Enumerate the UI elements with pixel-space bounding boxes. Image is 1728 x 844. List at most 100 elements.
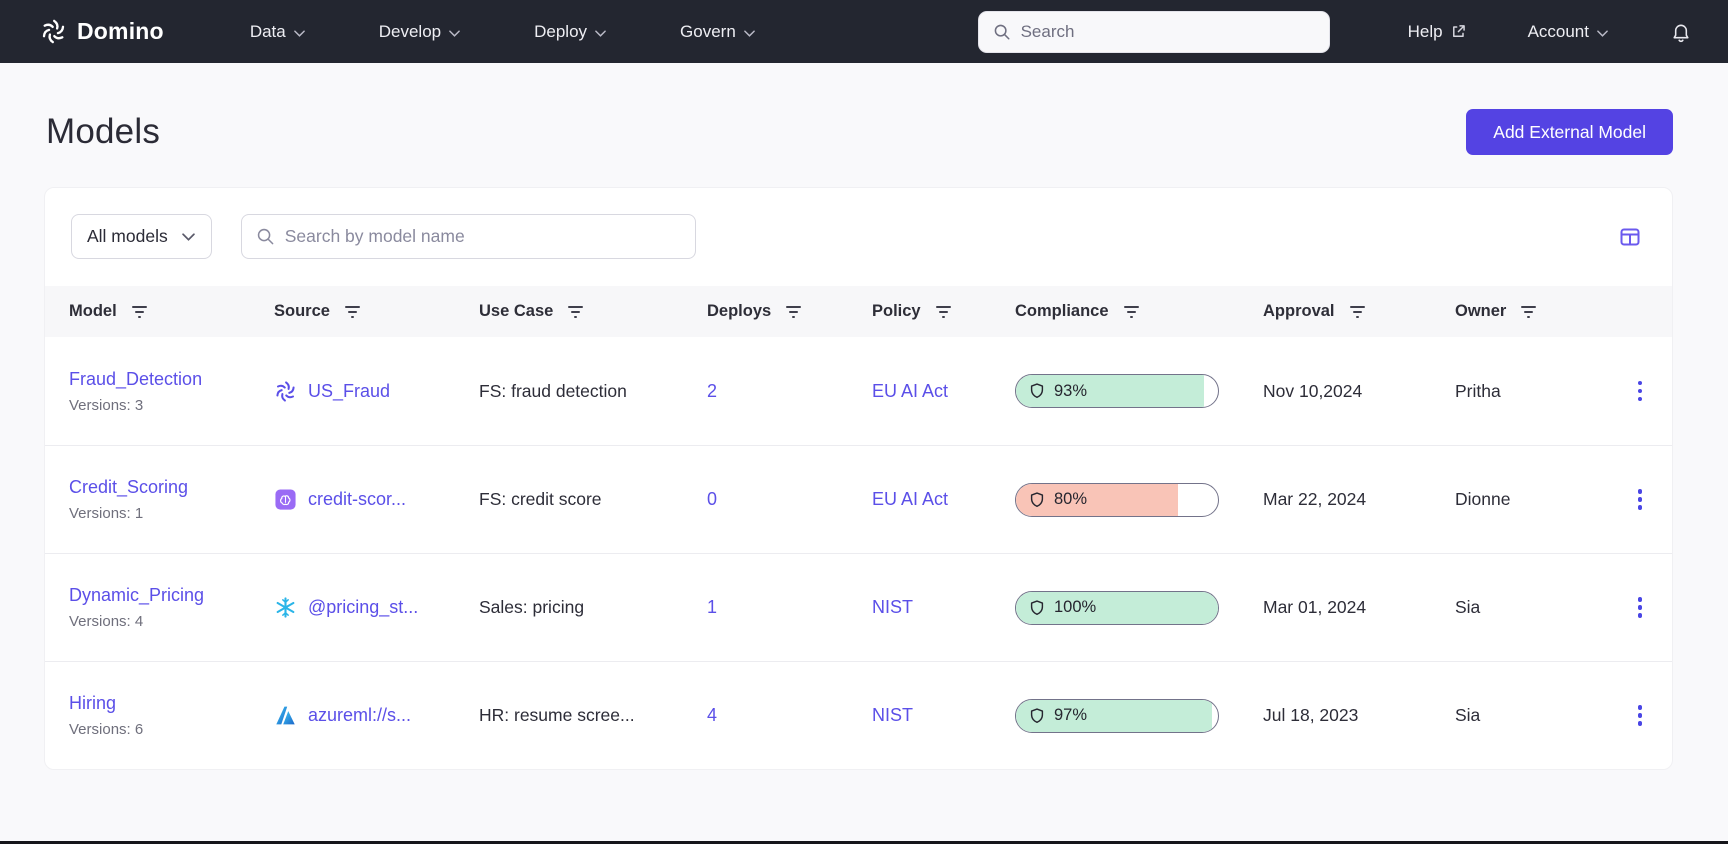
- domino-spiral-icon: [274, 380, 297, 403]
- compliance-progress-fill: [1016, 375, 1204, 407]
- use-case-cell: FS: credit score: [479, 489, 602, 509]
- table-row: Dynamic_Pricing Versions: 4 @pricing_st.…: [45, 553, 1672, 661]
- policy-link[interactable]: EU AI Act: [872, 489, 949, 509]
- column-filter-icon[interactable]: [1519, 304, 1538, 320]
- policy-link[interactable]: EU AI Act: [872, 380, 949, 401]
- nav-menu-label: Deploy: [534, 21, 588, 41]
- source-cell: @pricing_st...: [274, 596, 479, 619]
- column-header-label: Source: [274, 302, 330, 320]
- page-title: Models: [46, 112, 161, 151]
- row-actions-kebab-icon[interactable]: [1632, 483, 1649, 516]
- help-link[interactable]: Help: [1408, 22, 1466, 42]
- help-label: Help: [1407, 21, 1443, 41]
- deploys-count-link[interactable]: 4: [707, 705, 718, 725]
- notifications-bell-icon[interactable]: [1670, 21, 1692, 43]
- domino-spiral-icon: [40, 18, 67, 45]
- approval-date-cell: Mar 22, 2024: [1263, 489, 1367, 509]
- column-header: Deploys: [707, 302, 872, 321]
- nav-menu-label: Govern: [680, 21, 736, 41]
- source-link[interactable]: azureml://s...: [308, 705, 412, 725]
- brand-name: Domino: [77, 18, 164, 44]
- domino-logo[interactable]: Domino: [40, 18, 164, 45]
- column-filter-icon[interactable]: [784, 304, 803, 320]
- chevron-down-icon: [743, 22, 755, 42]
- shield-icon: [1028, 491, 1046, 509]
- model-cell: Dynamic_Pricing Versions: 4: [69, 585, 274, 630]
- account-menu[interactable]: Account: [1528, 22, 1608, 42]
- compliance-cell: 97%: [1015, 698, 1263, 733]
- column-header-label: Use Case: [479, 302, 554, 320]
- table-header-row: Model Source Use Case Deploys Policy Com…: [45, 286, 1672, 337]
- nav-menu-label: Develop: [378, 21, 442, 41]
- use-case-cell: FS: fraud detection: [479, 380, 627, 401]
- column-header-label: Approval: [1263, 302, 1335, 320]
- row-actions-kebab-icon[interactable]: [1632, 375, 1649, 408]
- owner-cell: Pritha: [1455, 380, 1501, 401]
- column-filter-icon[interactable]: [566, 304, 585, 320]
- column-filter-icon[interactable]: [343, 304, 362, 320]
- owner-cell: Sia: [1455, 597, 1481, 617]
- column-header: Model: [69, 302, 274, 321]
- compliance-percent: 97%: [1054, 706, 1088, 724]
- model-cell: Credit_Scoring Versions: 1: [69, 477, 274, 522]
- shield-icon: [1028, 707, 1046, 725]
- row-actions-kebab-icon[interactable]: [1632, 699, 1649, 732]
- main-nav: Data Develop Deploy Govern: [250, 22, 755, 42]
- global-search[interactable]: [977, 10, 1330, 53]
- source-cell: azureml://s...: [274, 704, 479, 727]
- column-header: Approval: [1263, 302, 1455, 321]
- approval-date-cell: Mar 01, 2024: [1263, 597, 1367, 617]
- column-filter-icon[interactable]: [1122, 304, 1141, 320]
- table-row: Fraud_Detection Versions: 3: [45, 337, 1672, 445]
- source-link[interactable]: @pricing_st...: [308, 597, 419, 617]
- deploys-count-link[interactable]: 2: [707, 380, 718, 401]
- table-layout-icon[interactable]: [1614, 221, 1646, 253]
- nav-menu-data[interactable]: Data: [250, 22, 305, 42]
- snowflake-icon: [274, 596, 297, 619]
- model-name-link[interactable]: Hiring: [69, 693, 117, 713]
- chevron-down-icon: [293, 22, 305, 42]
- model-name-search[interactable]: [240, 214, 696, 259]
- model-name-search-input[interactable]: [284, 226, 681, 247]
- compliance-cell: 93%: [1015, 374, 1263, 408]
- model-scope-select[interactable]: All models: [71, 214, 212, 259]
- policy-link[interactable]: NIST: [872, 705, 914, 725]
- table-toolbar: All models: [45, 188, 1672, 286]
- nav-menu-label: Data: [249, 21, 286, 41]
- global-search-input[interactable]: [1020, 21, 1315, 42]
- chevron-down-icon: [181, 232, 195, 241]
- nav-menu-govern[interactable]: Govern: [680, 22, 755, 42]
- compliance-percent: 93%: [1054, 381, 1088, 400]
- source-link[interactable]: US_Fraud: [308, 380, 391, 401]
- compliance-badge: 80%: [1015, 482, 1219, 517]
- search-icon: [256, 227, 275, 246]
- deploys-count-link[interactable]: 1: [707, 597, 718, 617]
- source-link[interactable]: credit-scor...: [308, 489, 407, 509]
- deploys-count-link[interactable]: 0: [707, 489, 718, 509]
- approval-date-cell: Nov 10,2024: [1263, 380, 1363, 401]
- external-link-icon: [1451, 24, 1466, 39]
- use-case-cell: Sales: pricing: [479, 597, 585, 617]
- chevron-down-icon: [595, 22, 606, 42]
- model-name-link[interactable]: Dynamic_Pricing: [69, 585, 205, 605]
- window-bottom-edge: [0, 841, 1728, 844]
- add-external-model-button[interactable]: Add External Model: [1466, 109, 1673, 155]
- nav-menu-deploy[interactable]: Deploy: [534, 22, 606, 42]
- policy-link[interactable]: NIST: [872, 597, 914, 617]
- model-versions: Versions: 4: [69, 613, 144, 630]
- column-header: Owner: [1455, 302, 1608, 321]
- column-filter-icon[interactable]: [1348, 304, 1367, 320]
- use-case-cell: HR: resume scree...: [479, 705, 635, 725]
- column-filter-icon[interactable]: [130, 304, 149, 320]
- chevron-down-icon: [449, 22, 460, 42]
- model-name-link[interactable]: Credit_Scoring: [69, 477, 189, 497]
- column-filter-icon[interactable]: [934, 304, 953, 320]
- row-actions-kebab-icon[interactable]: [1632, 591, 1649, 624]
- owner-cell: Sia: [1455, 705, 1481, 725]
- nav-menu-develop[interactable]: Develop: [379, 22, 460, 42]
- column-header-label: Owner: [1455, 302, 1507, 320]
- table-row: Credit_Scoring Versions: 1 credit-scor..…: [45, 445, 1672, 553]
- scope-selected-value: All models: [87, 226, 168, 246]
- model-name-link[interactable]: Fraud_Detection: [69, 368, 203, 389]
- column-header-label: Compliance: [1015, 302, 1109, 320]
